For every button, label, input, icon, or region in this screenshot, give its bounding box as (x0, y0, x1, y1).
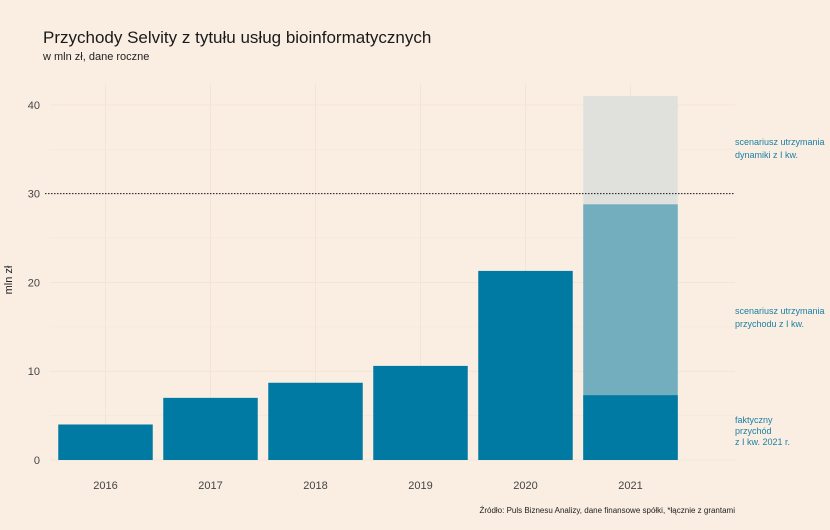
source-note: Źródło: Puls Biznesu Analizy, dane finan… (479, 506, 735, 515)
annotation-scenario-revenue: scenariusz utrzymania przychodu z I kw. (735, 305, 825, 331)
annotation-line: scenariusz utrzymania (735, 137, 825, 147)
annotation-line: dynamiki z I kw. (735, 150, 799, 160)
chart-subtitle: w mln zł, dane roczne (43, 51, 150, 63)
annotation-scenario-dynamics: scenariusz utrzymania dynamiki z I kw. (735, 136, 825, 162)
annotation-line: scenariusz utrzymania (735, 306, 825, 316)
annotation-line: przychodu z I kw. (735, 319, 805, 329)
x-tick-label: 2019 (408, 480, 432, 492)
y-tick-label: 40 (28, 100, 40, 112)
bar-actual (163, 397, 258, 460)
x-tick-label: 2018 (303, 480, 327, 492)
x-tick-label: 2020 (513, 480, 537, 492)
bar-actual (583, 395, 678, 460)
y-tick-label: 10 (28, 366, 40, 378)
annotation-line: przychód (735, 426, 772, 436)
bar-actual (268, 382, 363, 460)
annotation-actual-revenue: faktyczny przychód z I kw. 2021 r. (735, 415, 790, 448)
bar-actual (478, 270, 573, 460)
x-tick-label: 2021 (618, 480, 642, 492)
y-tick-label: 20 (28, 277, 40, 289)
annotation-line: faktyczny (735, 415, 773, 425)
annotation-line: z I kw. 2021 r. (735, 437, 791, 447)
bar-actual (373, 365, 468, 460)
y-tick-label: 0 (34, 455, 40, 467)
x-tick-label: 2017 (198, 480, 222, 492)
chart-title: Przychody Selvity z tytułu usług bioinfo… (43, 28, 432, 47)
y-tick-label: 30 (28, 189, 40, 201)
x-tick-label: 2016 (93, 480, 117, 492)
bar-actual (58, 424, 153, 460)
